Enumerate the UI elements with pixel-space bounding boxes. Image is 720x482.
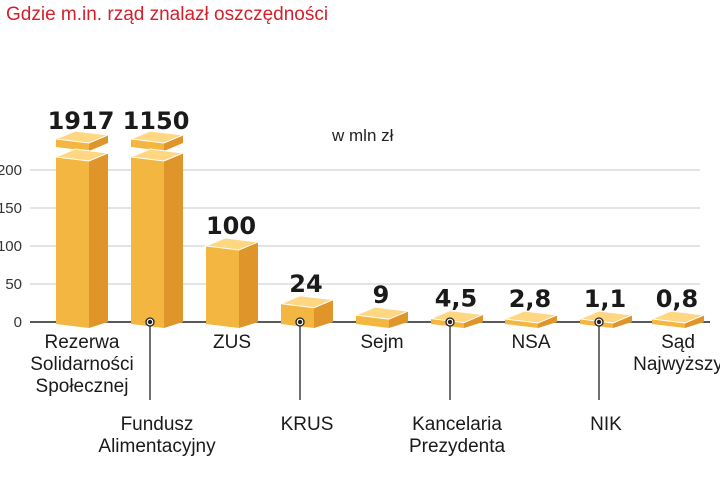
bar-top xyxy=(279,295,335,309)
bar-side xyxy=(685,315,704,328)
category-label: NSA xyxy=(511,332,550,353)
bar-top xyxy=(503,310,559,324)
leader-dot-inner xyxy=(147,319,153,325)
chart-title: Gdzie m.in. rząd znalazł oszczędności xyxy=(6,4,328,25)
category-label: Kancelaria xyxy=(412,414,502,435)
y-tick-label: 150 xyxy=(0,200,22,217)
category-label: Fundusz xyxy=(121,414,194,435)
value-label: 100 xyxy=(206,212,256,240)
value-label: 2,8 xyxy=(509,285,552,313)
bar-side xyxy=(538,315,557,328)
bar-front xyxy=(652,319,685,328)
y-tick-label: 200 xyxy=(0,162,22,179)
bar-break-top xyxy=(129,130,185,144)
bar-side xyxy=(164,153,183,328)
category-label: Sąd xyxy=(661,332,695,353)
bar xyxy=(281,299,333,328)
bar-front xyxy=(206,246,239,328)
bar-break-side xyxy=(89,135,108,151)
category-label: KRUS xyxy=(281,414,334,435)
category-label: Najwyższy xyxy=(633,354,720,375)
bar-front xyxy=(56,157,89,328)
value-label: 1,1 xyxy=(584,285,627,313)
category-label: Społecznej xyxy=(36,376,129,397)
bar xyxy=(505,315,557,328)
leader-dot-inner xyxy=(447,319,453,325)
category-label: Alimentacyjny xyxy=(98,436,216,457)
value-label: 24 xyxy=(289,270,322,298)
bar-front xyxy=(131,157,164,328)
bar-top xyxy=(650,310,706,324)
value-label: 1917 xyxy=(48,107,115,135)
category-label: Rezerwa xyxy=(45,332,120,353)
bar-front xyxy=(281,303,314,328)
bar-break-top xyxy=(54,130,110,144)
leader-dot-inner xyxy=(596,319,602,325)
bar-side xyxy=(389,311,408,328)
unit-label: w mln zł xyxy=(331,126,394,145)
bar-side xyxy=(464,314,483,328)
category-label: NIK xyxy=(590,414,622,435)
bar xyxy=(56,135,108,328)
value-label: 4,5 xyxy=(435,285,478,313)
category-label: Prezydenta xyxy=(409,436,506,457)
bar-side xyxy=(613,315,632,328)
category-label: Solidarności xyxy=(30,354,134,375)
bar-side xyxy=(314,299,333,328)
bar xyxy=(206,242,258,328)
bar-top xyxy=(354,306,410,320)
bar-top xyxy=(204,237,260,251)
value-label: 9 xyxy=(373,281,390,309)
y-tick-label: 0 xyxy=(14,314,22,331)
bar-break-side xyxy=(164,135,183,151)
bar-front xyxy=(505,319,538,328)
bar-top xyxy=(129,148,185,162)
value-label: 1150 xyxy=(123,107,190,135)
bar-side xyxy=(239,242,258,328)
bar-side xyxy=(89,153,108,328)
bar xyxy=(131,135,183,328)
bar xyxy=(652,315,704,328)
bars xyxy=(54,130,706,328)
category-label: ZUS xyxy=(213,332,251,353)
value-label: 0,8 xyxy=(656,285,699,313)
category-label: Sejm xyxy=(360,332,403,353)
y-tick-label: 50 xyxy=(5,276,22,293)
leader-dot-inner xyxy=(297,319,303,325)
bar-top xyxy=(54,148,110,162)
y-tick-label: 100 xyxy=(0,238,22,255)
